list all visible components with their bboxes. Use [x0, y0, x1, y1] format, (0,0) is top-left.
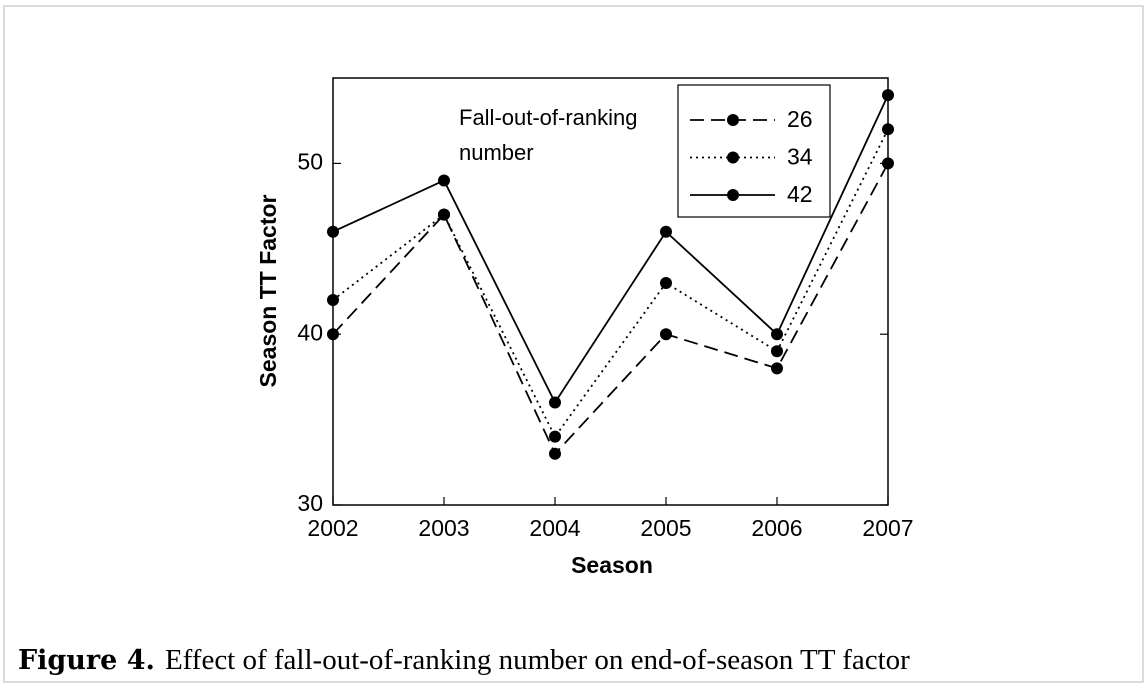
x-tick-label: 2006: [751, 515, 802, 541]
y-tick-label: 30: [297, 490, 323, 516]
data-point: [327, 328, 339, 341]
x-tick-label: 2007: [862, 515, 913, 541]
caption-text: Effect of fall-out-of-ranking number on …: [164, 644, 910, 676]
data-point: [771, 345, 783, 358]
y-axis-label: Season TT Factor: [255, 194, 281, 387]
legend-marker: [727, 114, 739, 126]
caption-label: Figure 4.: [18, 645, 155, 676]
x-tick-label: 2003: [418, 515, 469, 541]
y-tick-label: 50: [297, 148, 323, 174]
data-point: [549, 430, 561, 443]
data-point: [771, 362, 783, 375]
legend-marker: [727, 189, 739, 201]
data-point: [882, 157, 894, 170]
x-tick-label: 2005: [640, 515, 691, 541]
data-point: [882, 89, 894, 102]
y-tick-label: 40: [297, 319, 323, 345]
data-point: [549, 396, 561, 409]
data-point: [771, 328, 783, 341]
legend-marker: [727, 151, 739, 164]
plot-frame: [332, 77, 889, 506]
caption: Figure 4. Effect of fall-out-of-ranking n…: [18, 644, 910, 677]
x-axis-label: Season: [571, 552, 653, 578]
data-point: [660, 328, 672, 341]
data-point: [438, 174, 450, 187]
series-line: [332, 94, 889, 405]
data-point: [660, 225, 672, 238]
data-point: [660, 276, 672, 289]
legend-title: Fall-out-of-ranking number: [459, 105, 638, 165]
legend-label: 26: [787, 106, 813, 132]
data-point: [882, 123, 894, 136]
data-point: [549, 447, 561, 460]
data-point: [327, 294, 339, 307]
legend-label: 42: [787, 181, 813, 207]
figure-frame: [3, 5, 1144, 683]
data-point: [327, 225, 339, 238]
legend-label: 34: [787, 144, 813, 170]
series-line: [332, 162, 889, 456]
x-tick-label: 2004: [529, 515, 580, 541]
data-point: [438, 208, 450, 221]
x-tick-label: 2002: [307, 515, 358, 541]
